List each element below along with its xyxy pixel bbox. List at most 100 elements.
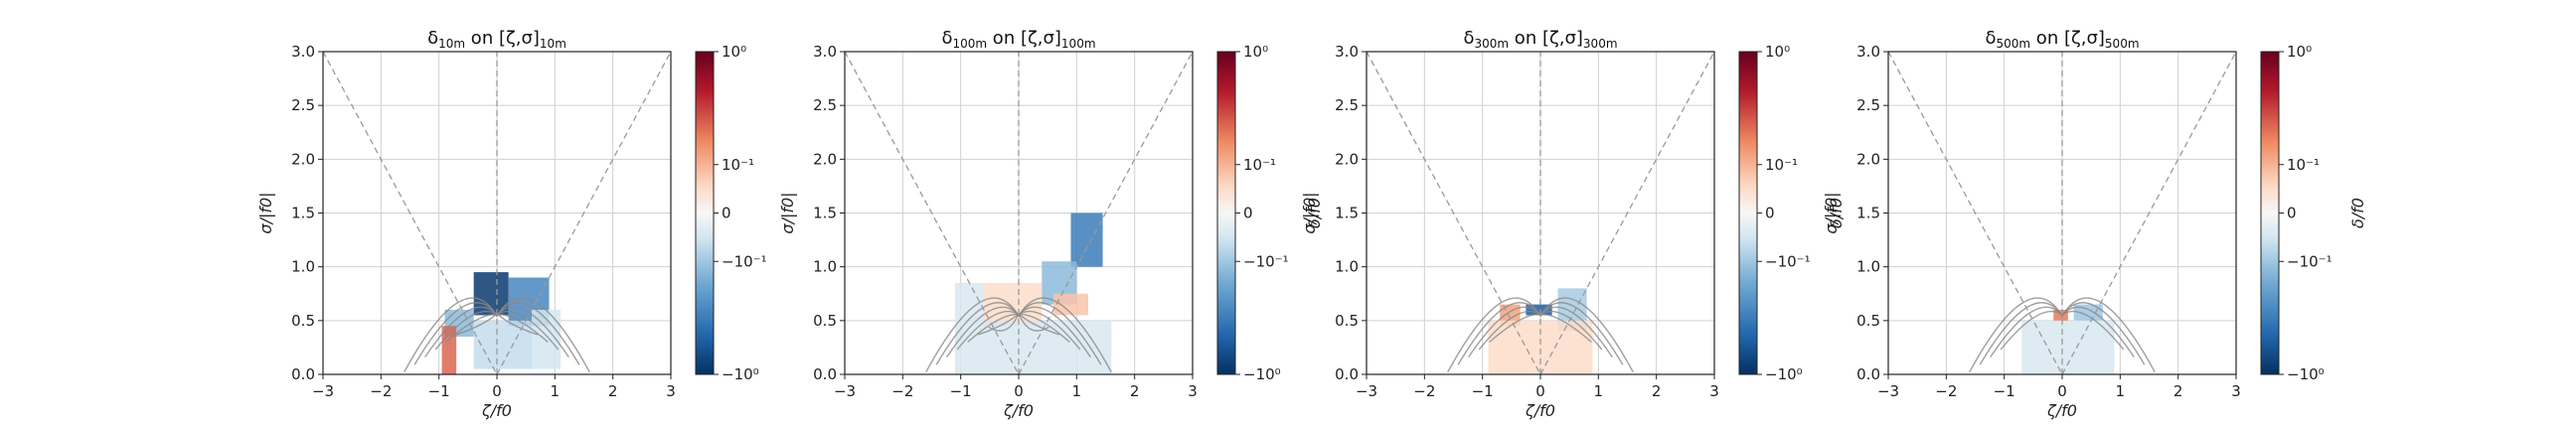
y-tick-label: 1.0 [291,258,315,276]
y-tick-label: 0.5 [291,312,315,330]
heat-cell [473,320,532,369]
colorbar [1738,51,1758,375]
y-axis-label: σ/|f0| [1822,192,1841,233]
heat-cell [1488,320,1593,374]
x-tick-label: 3 [1188,382,1198,400]
colorbar-tick-label: −10⁰ [1243,365,1281,383]
colorbar [695,51,715,375]
heat-cell [2053,310,2068,321]
colorbar [2260,51,2280,375]
x-tick-label: 0 [1535,382,1545,400]
x-tick-label: −1 [1472,382,1494,400]
x-tick-label: 2 [1652,382,1662,400]
y-tick-label: 0.0 [813,365,837,383]
x-tick-label: 0 [492,382,502,400]
x-axis-label: ζ/f0 [481,401,512,420]
heat-cell [1526,304,1552,316]
y-tick-label: 3.0 [291,43,315,61]
heat-cell [984,282,1043,327]
chart-title: δ500m on [ζ,σ]500m [1985,28,2139,51]
y-axis-label: σ/|f0| [1300,192,1319,233]
y-tick-label: 1.5 [1856,205,1880,222]
x-tick-label: −1 [1994,382,2015,400]
y-tick-label: 2.0 [813,150,837,168]
panel-2: −3 −2 −1 0 1 2 3 0.0 0.5 1.0 1.5 2.0 2.5 3.0 δ100m on … [778,28,1324,420]
dashed-left-line [1888,52,2063,374]
colorbar-tick-label: 10⁰ [722,43,746,61]
colorbar-tick-label: −10⁻¹ [2287,252,2333,270]
chart-title: δ10m on [ζ,σ]10m [427,28,566,51]
x-tick-label: 1 [1072,382,1082,400]
heat-cell [1053,293,1088,316]
colorbar-tick-label: 10⁻¹ [2287,156,2320,174]
colorbar-label: δ/f0 [2348,198,2367,228]
plot-clip [323,52,671,374]
chart-title: δ100m on [ζ,σ]100m [941,28,1095,51]
x-tick-label: 2 [1130,382,1140,400]
colorbar-tick-label: 10⁻¹ [1243,156,1276,174]
y-tick-label: 0.0 [1335,365,1359,383]
colorbar [1216,51,1236,375]
colorbar-label: δ/f0 [1827,198,1846,228]
plot-clip [1367,52,1714,374]
y-tick-label: 2.5 [1335,96,1359,114]
colorbar-tick-label: −10⁻¹ [1243,252,1289,270]
colorbar-tick-label: 10⁻¹ [1765,156,1798,174]
x-tick-label: 3 [2231,382,2241,400]
x-tick-label: 2 [608,382,618,400]
plot-clip [845,52,1193,374]
y-tick-label: 2.5 [291,96,315,114]
y-tick-label: 1.5 [291,205,315,222]
y-tick-label: 0.5 [1856,312,1880,330]
colorbar-tick-label: 10⁰ [1765,43,1790,61]
y-tick-label: 3.0 [813,43,837,61]
x-tick-label: −3 [312,382,334,400]
heat-cell [2021,320,2115,374]
y-tick-label: 1.0 [813,258,837,276]
colorbar-tick-label: 0 [2287,205,2297,222]
x-tick-label: −2 [370,382,392,400]
x-tick-label: −1 [950,382,972,400]
y-tick-label: 0.0 [1856,365,1880,383]
x-tick-label: 3 [666,382,676,400]
y-tick-label: 3.0 [1856,43,1880,61]
x-tick-label: −2 [1413,382,1435,400]
y-axis-label: σ/|f0| [778,192,797,233]
y-tick-label: 2.5 [1856,96,1880,114]
x-axis-label: ζ/f0 [1525,401,1555,420]
dashed-right-line [2061,52,2236,374]
panel-3: −3 −2 −1 0 1 2 3 0.0 0.5 1.0 1.5 2.0 2.5 3.0 δ300m on … [1300,28,1846,420]
colorbar-label: δ/f0 [1305,198,1324,228]
colorbar-tick-label: −10⁰ [722,365,759,383]
y-tick-label: 1.5 [1335,205,1359,222]
colorbar-tick-label: 10⁰ [2287,43,2312,61]
y-tick-label: 0.5 [1335,312,1359,330]
x-tick-label: −1 [428,382,450,400]
x-tick-label: 1 [551,382,561,400]
plot-clip [1888,52,2236,374]
chart-title: δ300m on [ζ,σ]300m [1463,28,1617,51]
x-tick-label: −3 [1356,382,1377,400]
heat-cell [2073,304,2103,321]
dashed-left-line [1367,52,1541,374]
dashed-left-line [323,52,498,374]
y-tick-label: 0.0 [291,365,315,383]
y-tick-label: 1.5 [813,205,837,222]
y-tick-label: 2.0 [1335,150,1359,168]
y-tick-label: 3.0 [1335,43,1359,61]
x-tick-label: 3 [1709,382,1719,400]
y-tick-label: 1.0 [1856,258,1880,276]
heat-cell [1070,213,1103,267]
x-tick-label: 0 [2057,382,2067,400]
colorbar-tick-label: 10⁻¹ [722,156,754,174]
y-tick-label: 2.5 [813,96,837,114]
x-tick-label: 1 [1594,382,1604,400]
y-tick-label: 0.5 [813,312,837,330]
y-axis-label: σ/|f0| [256,192,275,233]
x-tick-label: 2 [2174,382,2183,400]
x-tick-label: −2 [891,382,913,400]
panel-4: −3 −2 −1 0 1 2 3 0.0 0.5 1.0 1.5 2.0 2.5 3.0 δ500m on … [1822,28,2367,420]
x-axis-label: ζ/f0 [1003,401,1034,420]
x-tick-label: −3 [834,382,856,400]
